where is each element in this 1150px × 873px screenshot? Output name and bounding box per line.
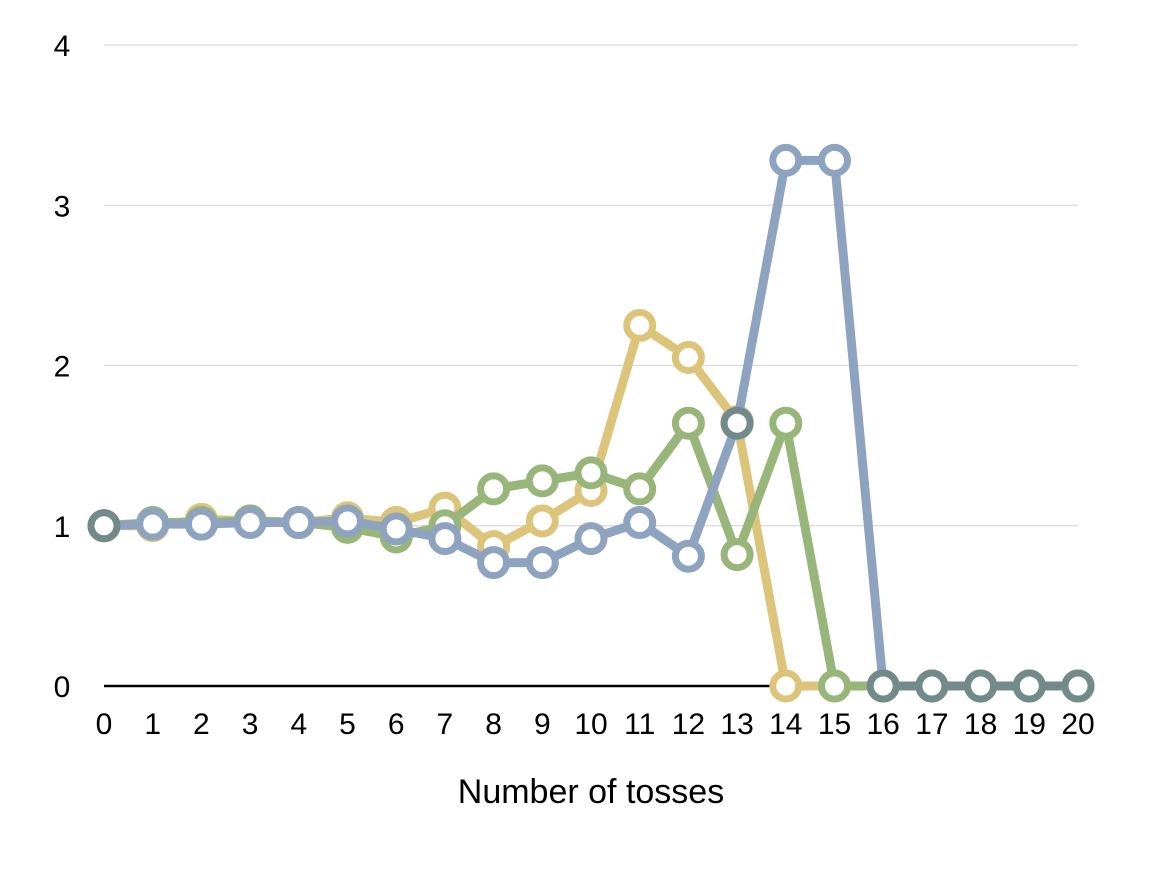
x-tick-label: 6	[388, 708, 405, 741]
x-tick-label: 2	[193, 708, 210, 741]
data-point	[769, 406, 803, 440]
data-point	[477, 546, 511, 580]
data-point	[623, 472, 657, 506]
data-point	[574, 522, 608, 556]
data-point	[525, 546, 559, 580]
x-tick-label: 3	[242, 708, 259, 741]
data-point	[331, 504, 364, 538]
data-point	[1012, 669, 1046, 703]
x-axis-title: Number of tosses	[458, 773, 724, 811]
data-point	[866, 669, 900, 703]
data-point	[233, 506, 267, 540]
data-point	[623, 308, 657, 342]
x-tick-label: 17	[915, 708, 948, 741]
data-point	[379, 512, 413, 546]
y-tick-label: 4	[54, 30, 71, 63]
data-point	[671, 406, 705, 440]
x-tick-label: 13	[720, 708, 753, 741]
data-point	[525, 464, 559, 498]
y-tick-label: 2	[54, 351, 71, 384]
x-tick-label: 5	[339, 708, 356, 741]
data-point	[623, 506, 657, 540]
data-point	[136, 507, 170, 541]
data-point	[915, 669, 949, 703]
x-tick-label: 9	[534, 708, 551, 741]
data-point	[477, 472, 511, 506]
data-point	[818, 143, 851, 177]
x-tick-label: 1	[144, 708, 161, 741]
data-point	[769, 669, 803, 703]
data-point	[1061, 669, 1095, 703]
data-point	[428, 522, 462, 556]
y-tick-labels: 0 1 2 3 4	[54, 30, 71, 704]
series-line	[99, 155, 1083, 691]
data-point	[671, 539, 705, 573]
y-tick-label: 3	[54, 190, 71, 223]
data-point	[87, 509, 121, 543]
x-tick-label: 12	[672, 708, 705, 741]
series-4	[87, 406, 1095, 703]
x-tick-label: 7	[437, 708, 454, 741]
x-tick-label: 10	[574, 708, 607, 741]
x-tick-label: 20	[1061, 708, 1094, 741]
data-point	[184, 507, 218, 541]
series-1	[87, 308, 1095, 703]
y-tick-label: 1	[54, 511, 71, 544]
gridlines	[104, 44, 1078, 688]
series-3	[87, 143, 1095, 703]
x-tick-label: 16	[867, 708, 900, 741]
x-tick-label: 19	[1013, 708, 1046, 741]
x-tick-label: 14	[769, 708, 802, 741]
x-tick-label: 15	[818, 708, 851, 741]
data-point	[574, 456, 608, 490]
data-point	[818, 669, 851, 703]
x-tick-label: 0	[96, 708, 113, 741]
data-point	[720, 406, 754, 440]
series-group	[87, 143, 1095, 703]
x-tick-labels: 0 1 2 3 4 5 6 7 8 9 10 11 12 13 14 15 16 17 18 19 20	[96, 708, 1095, 741]
data-point	[671, 340, 705, 374]
data-point	[282, 506, 316, 540]
x-tick-label: 4	[290, 708, 307, 741]
x-tick-label: 18	[964, 708, 997, 741]
x-tick-label: 11	[624, 708, 655, 741]
data-point	[769, 143, 803, 177]
y-tick-label: 0	[54, 671, 71, 704]
data-point	[964, 669, 998, 703]
x-tick-label: 8	[485, 708, 502, 741]
data-point	[525, 504, 559, 538]
data-point	[720, 538, 754, 572]
